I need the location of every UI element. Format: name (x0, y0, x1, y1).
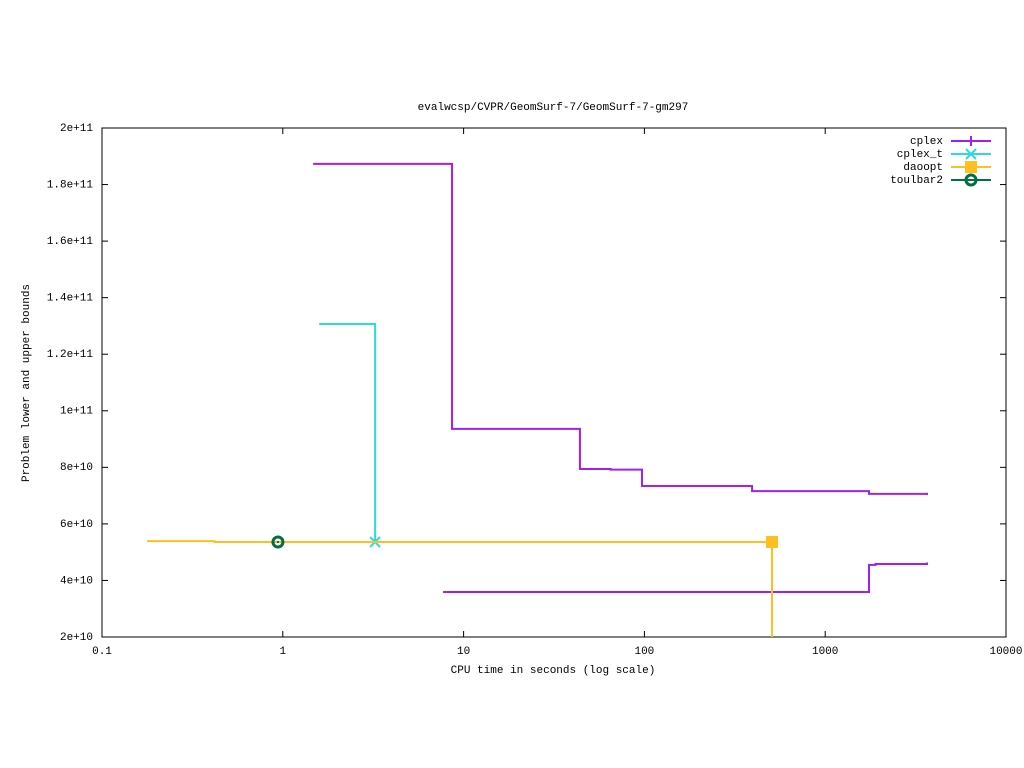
y-tick-label: 8e+10 (60, 462, 93, 474)
y-tick-label: 2e+10 (60, 632, 93, 644)
plot-area (147, 162, 928, 637)
y-tick-label: 1.2e+11 (47, 349, 94, 361)
x-tick-label: 10000 (989, 646, 1022, 658)
marker (271, 535, 285, 549)
legend-label: cplex_t (897, 149, 943, 161)
y-tick-label: 1.4e+11 (47, 293, 94, 305)
marker (766, 535, 779, 548)
x-tick-label: 1 (279, 646, 286, 658)
x-axis-label: CPU time in seconds (log scale) (451, 665, 656, 677)
y-tick-label: 6e+10 (60, 519, 93, 531)
legend-label: daoopt (903, 162, 943, 174)
legend-label: toulbar2 (890, 175, 943, 187)
y-tick-label: 1.8e+11 (47, 179, 94, 191)
x-tick-label: 1000 (812, 646, 838, 658)
plot-border (101, 127, 1007, 638)
y-tick-label: 2e+11 (60, 123, 93, 135)
x-tick-label: 10 (457, 646, 470, 658)
marker (965, 161, 977, 173)
marker (965, 148, 977, 160)
chart-title: evalwcsp/CVPR/GeomSurf-7/GeomSurf-7-gm29… (418, 102, 689, 114)
marker (966, 136, 976, 146)
y-tick-label: 1e+11 (60, 406, 93, 418)
legend-label: cplex (910, 136, 943, 148)
x-tick-label: 0.1 (92, 646, 112, 658)
marker (964, 173, 978, 187)
y-tick-label: 1.6e+11 (47, 236, 94, 248)
x-tick-label: 100 (634, 646, 654, 658)
y-tick-label: 4e+10 (60, 575, 93, 587)
y-axis-label: Problem lower and upper bounds (21, 284, 33, 482)
